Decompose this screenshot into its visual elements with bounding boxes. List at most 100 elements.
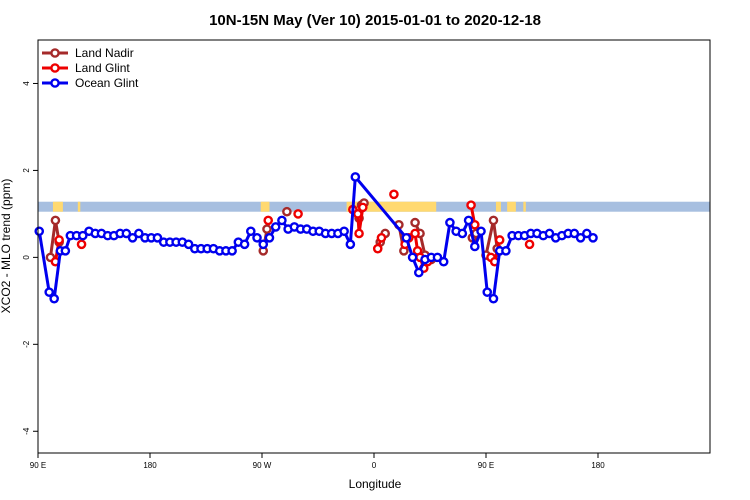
land-band-segment — [523, 201, 526, 212]
data-point — [350, 172, 361, 182]
legend-label: Land Glint — [75, 61, 130, 75]
data-point — [152, 233, 163, 243]
data-point — [407, 252, 418, 263]
data-point — [44, 287, 55, 297]
series-ocean-glint — [34, 172, 598, 304]
data-point — [263, 215, 274, 226]
data-point — [482, 287, 493, 297]
data-point — [133, 228, 144, 239]
data-point — [78, 230, 88, 241]
data-point — [357, 202, 368, 213]
data-point — [282, 206, 292, 217]
data-point — [293, 209, 303, 219]
legend-marker — [50, 63, 60, 73]
data-point — [457, 228, 468, 239]
data-point — [410, 217, 420, 228]
legend-item: Land Glint — [42, 61, 130, 75]
series-line-segment — [491, 250, 502, 299]
data-point — [262, 224, 272, 234]
data-point — [277, 215, 287, 226]
data-point — [372, 243, 383, 254]
data-point — [183, 239, 194, 250]
series-line-segment — [37, 231, 51, 293]
series-layer — [34, 172, 598, 304]
data-point — [376, 233, 387, 243]
series-line-segment — [484, 220, 495, 256]
data-point — [264, 233, 275, 243]
data-point — [494, 235, 505, 245]
data-point — [121, 228, 132, 239]
data-point — [353, 209, 363, 219]
data-point — [438, 256, 449, 267]
data-point — [258, 239, 269, 250]
data-point — [60, 246, 71, 256]
data-point — [501, 246, 511, 256]
y-tick-label: 4 — [22, 81, 31, 86]
data-point — [582, 228, 592, 239]
data-point — [413, 267, 424, 278]
data-point — [575, 233, 586, 243]
x-tick-label: 180 — [143, 461, 157, 470]
axes: 90 E 180 90 W 0 90 E 180 4 2 0 -2 -4 — [22, 81, 605, 470]
x-tick-label: 90 E — [478, 461, 494, 470]
y-tick-label: 0 — [22, 255, 31, 260]
data-point — [488, 293, 499, 304]
data-point — [524, 239, 535, 250]
x-tick-label: 90 E — [30, 461, 46, 470]
data-point — [76, 239, 87, 250]
land-band-segment — [495, 201, 501, 212]
x-axis-label: Longitude — [349, 477, 402, 491]
series-line-segment — [52, 250, 62, 299]
data-point — [252, 233, 262, 243]
data-point — [227, 246, 237, 256]
data-point — [569, 228, 580, 239]
data-point — [50, 215, 61, 226]
data-point — [401, 233, 412, 243]
data-point — [488, 215, 499, 226]
x-tick-label: 90 W — [253, 461, 272, 470]
data-point — [245, 226, 256, 237]
series-line-segment — [442, 222, 452, 262]
land-band-segment — [77, 201, 81, 212]
land-band-segment — [507, 201, 516, 212]
x-tick-label: 180 — [591, 461, 605, 470]
chart-title: 10N-15N May (Ver 10) 2015-01-01 to 2020-… — [209, 12, 541, 29]
y-tick-label: -4 — [22, 427, 31, 435]
data-point — [354, 228, 364, 239]
land-band-segment — [260, 201, 270, 212]
data-point — [445, 217, 455, 228]
data-point — [54, 235, 64, 245]
legend-marker — [50, 78, 60, 88]
data-point — [432, 252, 443, 263]
land-band-segment — [52, 201, 63, 212]
data-point — [339, 226, 349, 237]
data-point — [49, 293, 59, 304]
legend-label: Land Nadir — [75, 46, 134, 60]
legend-item: Land Nadir — [42, 46, 134, 60]
data-point — [410, 228, 420, 239]
series-line-segment — [479, 231, 489, 293]
data-point — [34, 226, 45, 237]
series-line-segment — [48, 220, 57, 258]
data-point — [239, 239, 250, 250]
legend-item: Ocean Glint — [42, 76, 139, 90]
series-line-segment — [354, 175, 408, 239]
land-ocean-band — [38, 201, 710, 212]
y-tick-label: 2 — [22, 168, 31, 173]
land-band-segment — [366, 201, 437, 212]
data-point — [469, 241, 480, 252]
data-point — [463, 215, 474, 226]
data-point — [270, 222, 281, 232]
data-point — [544, 228, 555, 239]
x-tick-label: 0 — [372, 461, 377, 470]
data-point — [466, 200, 476, 210]
data-point — [127, 233, 138, 243]
legend-marker — [50, 48, 60, 58]
data-point — [469, 219, 480, 230]
data-point — [345, 239, 356, 250]
data-point — [588, 233, 598, 243]
y-axis-label: XCO2 - MLO trend (ppm) — [0, 179, 13, 314]
series-line-segment — [348, 176, 357, 245]
